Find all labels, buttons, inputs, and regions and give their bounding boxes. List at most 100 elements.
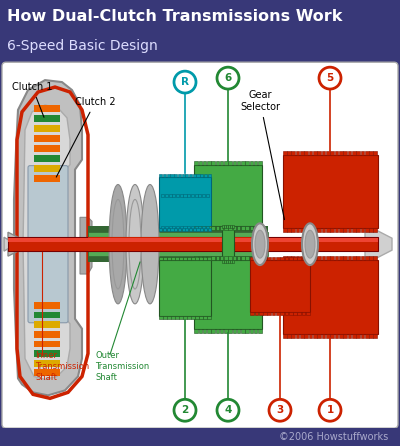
Text: Gear
Selector: Gear Selector (240, 91, 284, 219)
Bar (202, 226, 205, 229)
Bar (250, 256, 253, 260)
Bar (237, 329, 240, 333)
Bar (293, 257, 297, 260)
Bar (169, 226, 172, 229)
Bar (374, 151, 377, 155)
Bar (283, 256, 286, 260)
Bar (183, 316, 187, 319)
Bar (34, 145, 60, 152)
Bar (348, 228, 351, 232)
Bar (208, 228, 211, 231)
Bar (163, 173, 166, 177)
Bar (356, 334, 360, 338)
Bar (283, 334, 286, 338)
Bar (179, 257, 183, 260)
FancyBboxPatch shape (28, 165, 68, 323)
Bar (365, 228, 368, 232)
Bar (176, 194, 179, 198)
Bar (250, 257, 254, 260)
Bar (34, 311, 60, 318)
Text: How Dual-Clutch Transmissions Work: How Dual-Clutch Transmissions Work (7, 8, 342, 24)
Bar (300, 256, 304, 260)
Bar (8, 237, 378, 251)
Bar (322, 334, 325, 338)
Bar (348, 334, 351, 338)
Bar (280, 257, 284, 260)
Bar (179, 316, 183, 319)
Text: R: R (181, 77, 189, 87)
Bar (245, 161, 249, 165)
Bar (287, 256, 291, 260)
Bar (232, 260, 234, 263)
Bar (159, 260, 211, 316)
Bar (365, 256, 368, 260)
Bar (34, 369, 60, 376)
Bar (169, 194, 172, 198)
Bar (309, 334, 312, 338)
Bar (313, 256, 317, 260)
Bar (356, 256, 360, 260)
Bar (222, 225, 224, 228)
Bar (198, 194, 201, 198)
Bar (200, 173, 203, 177)
Bar (330, 334, 334, 338)
Bar (167, 257, 171, 260)
Bar (194, 226, 198, 230)
Bar (220, 329, 224, 333)
Bar (326, 228, 330, 232)
Text: 6-Speed Basic Design: 6-Speed Basic Design (7, 39, 158, 53)
Bar (172, 194, 176, 198)
Bar (352, 256, 356, 260)
Ellipse shape (129, 199, 141, 289)
Bar (222, 260, 224, 263)
Bar (194, 226, 198, 229)
Bar (343, 228, 347, 232)
Text: 1: 1 (326, 405, 334, 415)
Bar (232, 329, 236, 333)
Text: Clutch 2: Clutch 2 (56, 97, 116, 177)
Bar (296, 256, 300, 260)
Bar (369, 256, 373, 260)
Bar (304, 151, 308, 155)
Bar (194, 165, 262, 226)
Bar (306, 312, 310, 315)
Bar (182, 173, 185, 177)
Bar (304, 256, 308, 260)
Bar (339, 256, 343, 260)
Bar (203, 226, 206, 230)
Bar (326, 256, 330, 260)
Polygon shape (14, 80, 82, 395)
Bar (228, 256, 232, 260)
Bar (309, 256, 312, 260)
Ellipse shape (252, 223, 268, 265)
Bar (220, 161, 224, 165)
Polygon shape (23, 105, 70, 380)
Bar (191, 257, 195, 260)
Bar (237, 226, 240, 230)
Bar (241, 226, 245, 230)
Bar (34, 340, 60, 347)
Bar (228, 161, 232, 165)
Bar (159, 228, 162, 231)
Bar (224, 329, 228, 333)
Bar (163, 257, 167, 260)
Bar (232, 226, 236, 230)
Bar (360, 151, 364, 155)
Bar (159, 177, 211, 228)
Bar (232, 225, 234, 228)
Bar (216, 226, 219, 230)
Bar (352, 151, 356, 155)
Bar (300, 151, 304, 155)
Bar (254, 329, 258, 333)
Bar (224, 256, 228, 260)
Bar (276, 312, 280, 315)
Bar (165, 194, 168, 198)
Bar (206, 194, 209, 198)
Bar (175, 257, 179, 260)
Bar (374, 334, 377, 338)
Bar (34, 155, 60, 161)
Polygon shape (4, 237, 9, 251)
Bar (296, 228, 300, 232)
Ellipse shape (109, 185, 127, 304)
Bar (330, 228, 334, 232)
